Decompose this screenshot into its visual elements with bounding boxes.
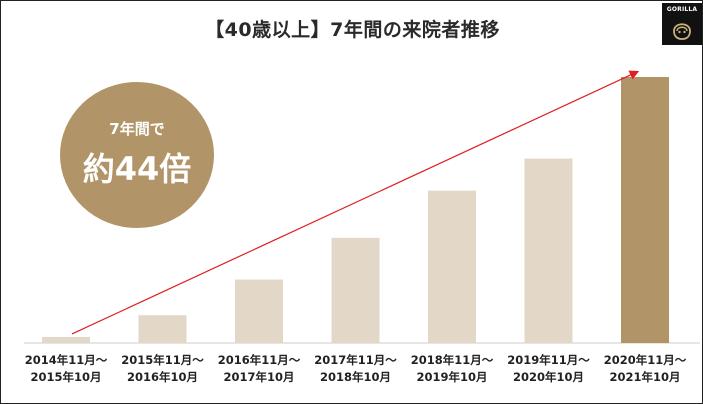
x-tick-label: 2017年11月～ 2018年10月 — [306, 352, 406, 386]
x-tick-label: 2018年11月～ 2019年10月 — [402, 352, 502, 386]
trend-arrow — [71, 70, 640, 335]
bar-2 — [138, 315, 187, 343]
badge-period-text: 7年間で — [109, 120, 165, 138]
bar-1 — [42, 336, 90, 343]
chart-title: 【40歳以上】7年間の来院者推移 — [205, 19, 500, 41]
badge-growth-text: 約44倍 — [82, 150, 192, 188]
x-tick-label: 2019年11月～ 2020年10月 — [499, 352, 599, 386]
x-tick-label: 2016年11月～ 2017年10月 — [209, 352, 309, 386]
bar-3 — [235, 279, 283, 343]
bar-4 — [331, 237, 380, 343]
x-tick-label: 2014年11月～ 2015年10月 — [16, 352, 116, 386]
x-tick-label-start: 2018年11月～ — [410, 353, 494, 367]
x-tick-label-end: 2015年10月 — [30, 370, 102, 384]
x-tick-label: 2015年11月～ 2016年10月 — [113, 352, 213, 386]
brand-logo: GORILLA — [662, 3, 702, 45]
bar-7 — [621, 77, 669, 343]
gorilla-logo-icon — [673, 23, 691, 40]
logo-text: GORILLA — [666, 6, 698, 13]
x-tick-label-end: 2017年10月 — [223, 370, 295, 384]
x-tick-label-start: 2015年11月～ — [121, 353, 204, 367]
x-tick-label-end: 2018年10月 — [319, 370, 391, 384]
x-tick-label-end: 2019年10月 — [416, 370, 488, 384]
x-tick-label-start: 2017年11月～ — [314, 353, 397, 367]
bar-6 — [524, 158, 573, 343]
x-tick-label: 2020年11月～ 2021年10月 — [595, 352, 695, 386]
bar-5 — [428, 190, 476, 343]
x-tick-label-end: 2016年10月 — [126, 370, 198, 384]
x-tick-label-end: 2020年10月 — [512, 370, 584, 384]
x-tick-label-start: 2014年11月～ — [24, 353, 108, 367]
x-tick-label-start: 2019年11月～ — [507, 353, 590, 367]
growth-badge: 7年間で 約44倍 — [60, 82, 214, 228]
x-tick-label-end: 2021年10月 — [609, 370, 681, 384]
x-tick-label-start: 2020年11月～ — [603, 353, 687, 367]
x-tick-label-start: 2016年11月～ — [217, 353, 301, 367]
